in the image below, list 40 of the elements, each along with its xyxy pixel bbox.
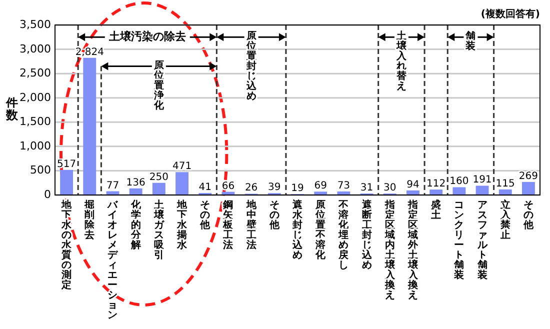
- data-label: 73: [337, 180, 350, 192]
- y-axis-title: 件数: [5, 96, 19, 122]
- y-tick-label: 2,500: [20, 66, 51, 80]
- category-label: バイオレメディエーション: [108, 200, 118, 321]
- x-tick-label: 不溶化埋め戻し: [338, 200, 350, 271]
- y-tick-label: 3,000: [20, 42, 51, 56]
- x-tick-label: その他: [199, 200, 212, 231]
- data-label: 2,824: [75, 46, 104, 58]
- data-label: 69: [314, 180, 327, 192]
- y-tick-label: 1,500: [20, 115, 51, 128]
- data-label: 160: [450, 176, 469, 188]
- y-tick-label: 0: [44, 188, 51, 202]
- y-tick-label: 2,000: [20, 90, 51, 104]
- x-tick-label: その他: [522, 200, 534, 231]
- data-label: 112: [426, 178, 446, 190]
- x-tick-label: 地下水揚水: [176, 199, 188, 251]
- y-tick-label: 3,500: [20, 18, 51, 32]
- y-tick-label: 1,000: [20, 139, 51, 152]
- data-label: 250: [149, 172, 168, 183]
- data-label: 77: [106, 180, 120, 192]
- data-label: 66: [222, 180, 235, 192]
- data-label: 41: [198, 182, 212, 194]
- data-label: 39: [268, 182, 281, 194]
- data-label: 31: [360, 182, 374, 194]
- text: (複数回答有): [480, 8, 540, 20]
- data-label: 115: [496, 178, 515, 190]
- data-label: 136: [126, 177, 146, 188]
- data-label: 471: [172, 161, 192, 172]
- annotation: 土壌汚染の除去: [108, 30, 186, 44]
- y-tick-label: 500: [30, 164, 51, 177]
- data-label: 26: [244, 182, 258, 194]
- data-label: 269: [518, 170, 538, 182]
- data-label: 191: [472, 174, 492, 186]
- data-label: 30: [384, 182, 396, 194]
- x-tick-label: その他: [268, 200, 280, 231]
- data-label: 94: [406, 179, 420, 190]
- x-tick-label: 立入禁止: [499, 199, 512, 241]
- data-label: 19: [291, 183, 304, 194]
- data-label: 517: [57, 158, 76, 170]
- x-tick-label: 土壌ガス吸引: [152, 199, 165, 261]
